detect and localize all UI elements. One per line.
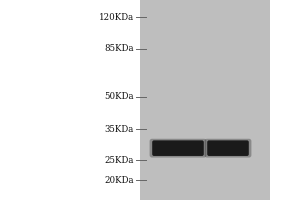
Text: 25KDa: 25KDa [105, 156, 134, 165]
Text: 50KDa: 50KDa [104, 92, 134, 101]
FancyBboxPatch shape [150, 139, 206, 158]
Text: 85KDa: 85KDa [104, 44, 134, 53]
Bar [140, 0, 270, 200]
Text: 20KDa: 20KDa [104, 176, 134, 185]
FancyBboxPatch shape [207, 140, 249, 156]
Text: 120KDa: 120KDa [99, 13, 134, 22]
Text: 35KDa: 35KDa [105, 125, 134, 134]
FancyBboxPatch shape [205, 139, 251, 158]
FancyBboxPatch shape [152, 140, 204, 156]
